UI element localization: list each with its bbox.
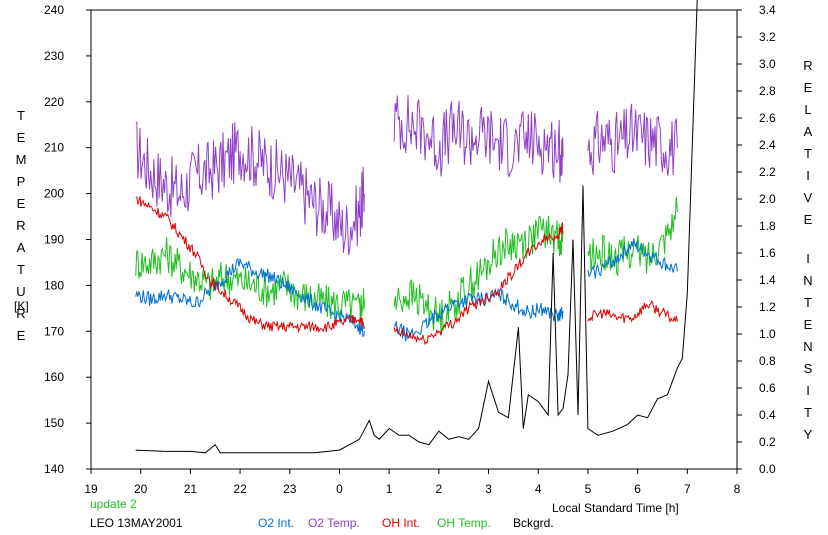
series-line [393, 95, 564, 183]
x-tick-label: 0 [336, 482, 343, 496]
series-line [135, 121, 365, 256]
plot-area [90, 9, 738, 470]
right-tick-label: 3.0 [759, 57, 776, 71]
left-tick-label: 150 [44, 416, 64, 430]
right-tick-label: 3.2 [759, 30, 776, 44]
x-axis: 19 20 21 22 23 0 1 2 3 4 5 6 7 8 [84, 469, 741, 496]
series-layer [135, 0, 698, 454]
series-line [587, 299, 678, 324]
right-tick-label: 1.6 [759, 246, 776, 260]
legend: O2 Int. O2 Temp. OH Int. OH Temp. Bckgrd. [258, 516, 554, 530]
right-tick-label: 2.0 [759, 192, 776, 206]
right-tick-label: 0.4 [759, 408, 776, 422]
legend-item: O2 Int. [258, 516, 294, 530]
right-tick-label: 2.6 [759, 111, 776, 125]
series-bckgrd- [135, 0, 698, 454]
x-tick-label: 23 [283, 482, 297, 496]
legend-item: Bckgrd. [513, 516, 554, 530]
left-tick-label: 230 [44, 49, 64, 63]
right-tick-label: 2.8 [759, 84, 776, 98]
x-tick-label: 3 [485, 482, 492, 496]
x-tick-label: 4 [535, 482, 542, 496]
right-tick-label: 3.4 [759, 3, 776, 17]
left-tick-label: 180 [44, 278, 64, 292]
series-line [393, 215, 564, 334]
x-tick-label: 19 [84, 482, 98, 496]
right-tick-label: 0.8 [759, 354, 776, 368]
left-tick-label: 240 [44, 3, 64, 17]
site-date-label: LEO 13MAY2001 [90, 516, 183, 530]
series-oh-int- [135, 196, 678, 346]
x-tick-label: 1 [386, 482, 393, 496]
x-tick-label: 6 [634, 482, 641, 496]
left-tick-label: 200 [44, 187, 64, 201]
right-tick-label: 1.8 [759, 219, 776, 233]
x-tick-label: 20 [134, 482, 148, 496]
x-tick-label: 8 [734, 482, 741, 496]
update-label: update 2 [90, 497, 137, 511]
series-line [587, 103, 678, 176]
x-tick-label: 5 [585, 482, 592, 496]
series-line [135, 257, 365, 338]
left-tick-label: 160 [44, 370, 64, 384]
right-tick-label: 1.4 [759, 273, 776, 287]
legend-item: OH Int. [382, 516, 420, 530]
series-line [393, 222, 564, 346]
x-tick-label: 2 [436, 482, 443, 496]
right-tick-label: 1.2 [759, 300, 776, 314]
left-tick-label: 170 [44, 324, 64, 338]
right-tick-label: 0.6 [759, 381, 776, 395]
series-line [135, 237, 365, 322]
left-tick-label: 210 [44, 141, 64, 155]
x-tick-label: 21 [184, 482, 198, 496]
left-axis-unit: [K] [14, 299, 29, 313]
right-axis: 0.0 0.2 0.4 0.6 0.8 1.0 1.2 1.4 1.6 1.8 2.0 2.2 2.4 2… [737, 3, 776, 476]
x-axis-label: Local Standard Time [h] [552, 501, 679, 515]
x-tick-label: 7 [684, 482, 691, 496]
legend-item: O2 Temp. [308, 516, 360, 530]
right-tick-label: 0.2 [759, 435, 776, 449]
left-tick-label: 220 [44, 95, 64, 109]
series-line [135, 196, 365, 334]
left-tick-label: 190 [44, 233, 64, 247]
left-axis: 140 150 160 170 180 190 200 210 220 230 240 [44, 3, 91, 476]
plot-frame [90, 9, 738, 470]
right-tick-label: 2.2 [759, 165, 776, 179]
x-tick-label: 22 [233, 482, 247, 496]
series-line [587, 238, 678, 279]
series-line [135, 0, 698, 454]
right-tick-label: 0.0 [759, 462, 776, 476]
right-tick-label: 2.4 [759, 138, 776, 152]
left-tick-label: 140 [44, 462, 64, 476]
series-oh-temp- [135, 196, 678, 334]
series-o2-temp- [135, 95, 678, 256]
series-line [587, 196, 678, 276]
legend-item: OH Temp. [437, 516, 491, 530]
right-tick-label: 1.0 [759, 327, 776, 341]
